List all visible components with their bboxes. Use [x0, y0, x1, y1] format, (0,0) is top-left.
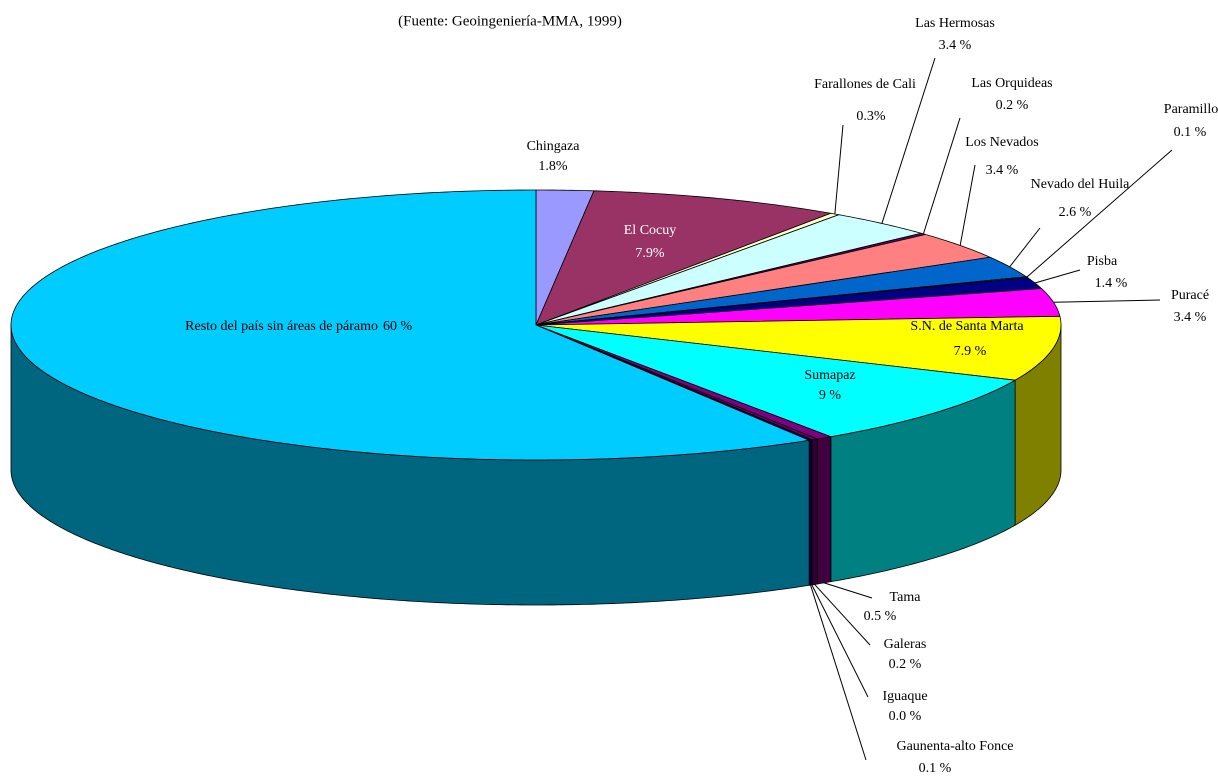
- slice-value-label: 7.9%: [635, 246, 665, 261]
- leader-line: [814, 584, 871, 646]
- leader-line: [881, 57, 936, 224]
- chart-subtitle: (Fuente: Geoingeniería-MMA, 1999): [398, 13, 622, 29]
- slice: [10, 189, 811, 461]
- slice-side: [808, 439, 813, 586]
- leader-line: [811, 584, 869, 698]
- slice-side: [816, 436, 832, 585]
- leader-line: [1009, 227, 1041, 268]
- slice-value-label: 0.1 %: [919, 761, 952, 776]
- slice-side: [811, 438, 818, 586]
- slice: [535, 190, 833, 326]
- slice-value-label: 0.1 %: [1174, 125, 1207, 140]
- slice-value-label: 3.4 %: [1174, 310, 1207, 325]
- leader-line: [1034, 269, 1081, 284]
- slice-value-label: 0.2 %: [996, 98, 1029, 113]
- slice: [535, 288, 1061, 326]
- slice: [535, 277, 1043, 326]
- slice-value-label: 0.5 %: [864, 609, 897, 624]
- slice: [535, 256, 1028, 326]
- slice-label: Farallones de Cali: [814, 77, 916, 92]
- slice-label: Las Hermosas: [915, 16, 995, 31]
- slice-label: Galeras: [884, 637, 927, 652]
- pie-top: [10, 189, 1062, 461]
- leader-line: [823, 582, 873, 599]
- slice: [535, 324, 1017, 438]
- slice-value-label: 7.9 %: [954, 344, 987, 359]
- slice: [535, 234, 992, 326]
- leader-line: [922, 117, 961, 235]
- slice-value-label: 1.4 %: [1095, 276, 1128, 291]
- slice-value-label: 0.3%: [856, 109, 886, 124]
- slice-value-label: 0.0 %: [889, 709, 922, 724]
- slice-label: Pisba: [1087, 254, 1118, 269]
- slice-label: Los Nevados: [965, 135, 1039, 150]
- slice-label: Chingaza: [527, 139, 581, 154]
- slice-label: Puracé: [1171, 288, 1209, 303]
- slice-value-label: 60 %: [383, 319, 413, 334]
- slice-label: Tama: [890, 590, 922, 605]
- slice-value-label: 1.8%: [538, 159, 568, 174]
- slice-value-label: 9 %: [819, 388, 842, 403]
- slice-label: Iguaque: [882, 689, 927, 704]
- slice-label: Resto del país sin áreas de páramo: [185, 319, 378, 334]
- slice-label: El Cocuy: [624, 223, 677, 238]
- slice-value-label: 3.4 %: [986, 163, 1019, 178]
- slice-value-label: 0.2 %: [889, 657, 922, 672]
- slice: [535, 315, 1062, 381]
- slice-label: Las Orquideas: [971, 76, 1052, 91]
- leader-line: [1053, 299, 1161, 303]
- slice-value-label: 2.6 %: [1059, 205, 1092, 220]
- leader-line: [1026, 149, 1173, 278]
- leader-line: [959, 164, 976, 246]
- leader-line: [810, 584, 867, 761]
- slice-label: Gaunenta-alto Fonce: [896, 739, 1013, 754]
- slice-label: Sumapaz: [804, 368, 855, 383]
- leader-line: [834, 124, 844, 215]
- slice-value-label: 3.4 %: [939, 38, 972, 53]
- slice-label: Nevado del Huila: [1031, 177, 1131, 192]
- slice-label: Paramillo: [1164, 102, 1218, 117]
- slice: [535, 214, 922, 326]
- slice-label: S.N. de Santa Marta: [910, 319, 1024, 334]
